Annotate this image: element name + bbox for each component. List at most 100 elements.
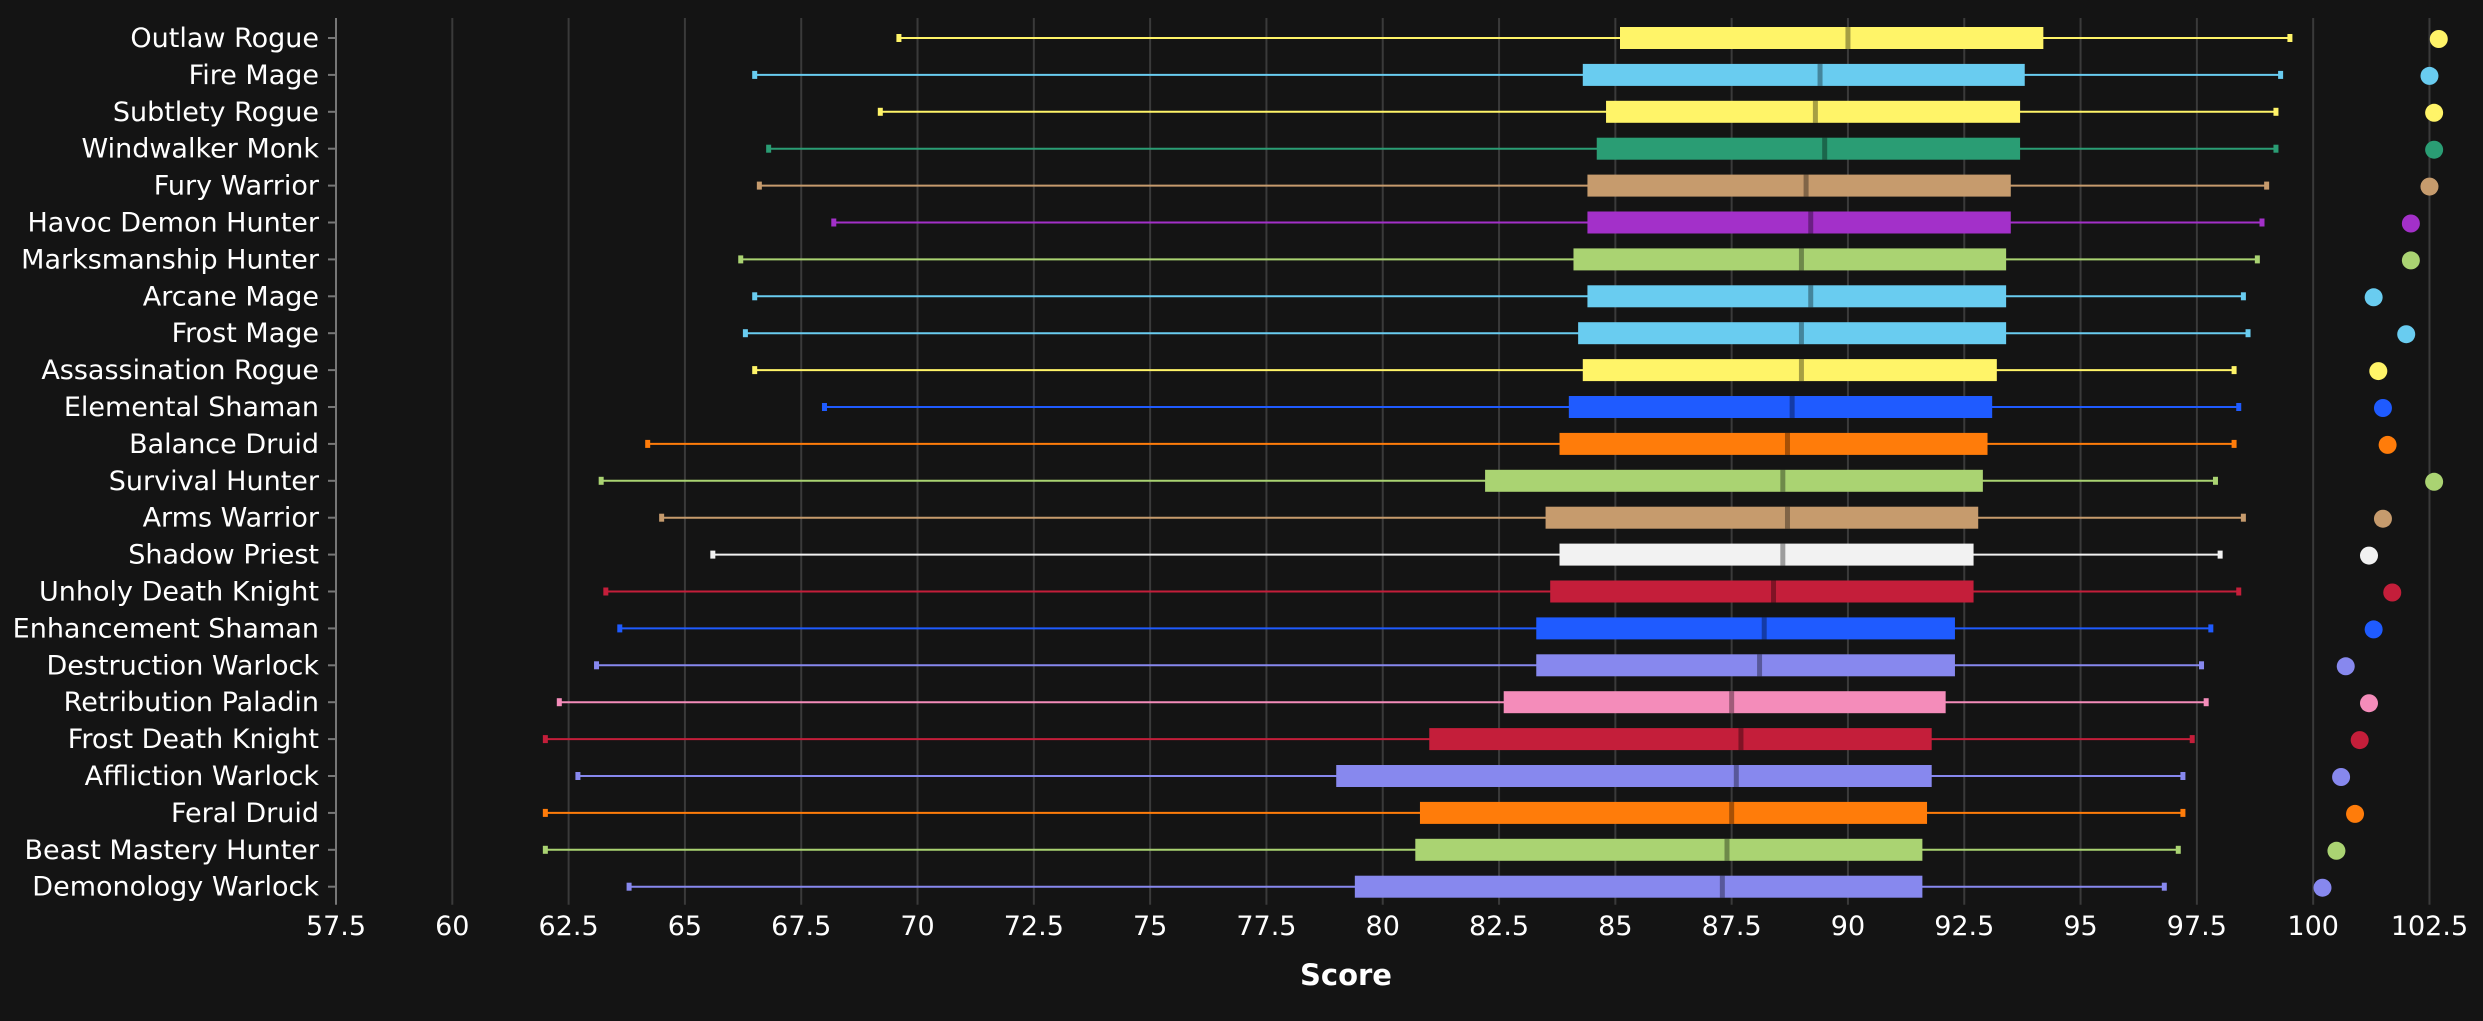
- max-dot: [2350, 731, 2369, 750]
- iqr-box: [1582, 359, 1997, 382]
- median-line: [1817, 63, 1823, 86]
- iqr-box: [1503, 691, 1946, 714]
- whisker-low-cap: [756, 181, 762, 190]
- series-box: [756, 174, 2439, 197]
- median-line: [1771, 580, 1777, 603]
- series-box: [626, 875, 2332, 898]
- series-box: [752, 359, 2388, 382]
- median-line: [1798, 322, 1804, 345]
- whisker-high-cap: [2231, 366, 2237, 375]
- median-line: [1845, 27, 1851, 49]
- whisker-high-cap: [2189, 735, 2195, 744]
- x-tick-label: 100: [2287, 911, 2339, 942]
- whisker-low-cap: [821, 403, 827, 411]
- category-label: Beast Mastery Hunter: [24, 835, 319, 866]
- whisker-high-cap: [2161, 882, 2167, 891]
- iqr-box: [1606, 100, 2021, 123]
- max-dot: [2373, 509, 2392, 528]
- whisker-high-cap: [2259, 218, 2265, 227]
- series-box: [738, 248, 2420, 271]
- max-dot: [2425, 140, 2444, 159]
- whisker-low-cap: [710, 550, 716, 559]
- whisker-high-cap: [2199, 661, 2205, 670]
- whisker-high-cap: [2212, 476, 2218, 485]
- x-tick-label: 92.5: [1934, 911, 1994, 942]
- series-box: [752, 285, 2383, 308]
- category-label: Havoc Demon Hunter: [27, 208, 319, 239]
- max-dot: [2420, 177, 2439, 196]
- x-tick-label: 62.5: [539, 911, 599, 942]
- series-box: [594, 654, 2355, 677]
- whisker-high-cap: [2278, 70, 2284, 79]
- x-tick-label: 70: [900, 911, 934, 942]
- median-line: [1803, 174, 1809, 197]
- iqr-box: [1550, 580, 1974, 603]
- x-axis-ticks: 57.5 60 62.5 65 67.5 70 72.5 75 77.5 80 82.5 85 87.5…: [306, 911, 2468, 942]
- max-dot: [2425, 103, 2444, 122]
- series-box: [598, 469, 2444, 492]
- iqr-box: [1578, 322, 2007, 345]
- whisker-low-cap: [742, 329, 748, 338]
- category-label: Feral Druid: [171, 798, 319, 829]
- category-label: Destruction Warlock: [46, 650, 319, 681]
- median-line: [1812, 100, 1818, 123]
- whisker-low-cap: [598, 476, 604, 485]
- x-tick-label: 90: [1831, 911, 1865, 942]
- x-axis-title: Score: [1300, 958, 1392, 992]
- category-label: Shadow Priest: [128, 540, 319, 571]
- whisker-high-cap: [2254, 255, 2260, 264]
- whisker-high-cap: [2273, 107, 2279, 116]
- whisker-high-cap: [2203, 698, 2209, 707]
- whisker-low-cap: [556, 698, 562, 707]
- category-label: Fury Warrior: [154, 171, 320, 202]
- median-line: [1789, 396, 1795, 418]
- x-tick-label: 75: [1133, 911, 1167, 942]
- series-box: [821, 396, 2392, 418]
- series-boxes: [542, 27, 2448, 898]
- median-line: [1729, 801, 1735, 824]
- series-box: [877, 100, 2444, 123]
- category-label: Frost Death Knight: [68, 724, 319, 755]
- max-dot: [2360, 546, 2378, 565]
- series-box: [542, 728, 2369, 751]
- median-line: [1724, 838, 1730, 861]
- median-line: [1784, 432, 1790, 455]
- max-dot: [2373, 399, 2392, 417]
- iqr-box: [1336, 765, 1932, 787]
- median-line: [1822, 137, 1828, 160]
- whisker-low-cap: [752, 292, 758, 301]
- category-label: Enhancement Shaman: [13, 613, 319, 644]
- category-label: Unholy Death Knight: [39, 577, 319, 608]
- median-line: [1798, 359, 1804, 382]
- iqr-box: [1620, 27, 2044, 49]
- whisker-low-cap: [831, 218, 837, 227]
- whisker-low-cap: [738, 255, 744, 264]
- whisker-low-cap: [659, 513, 665, 522]
- category-label: Subtlety Rogue: [113, 97, 319, 128]
- whisker-high-cap: [2175, 845, 2181, 854]
- median-line: [1808, 211, 1814, 234]
- x-tick-label: 80: [1366, 911, 1400, 942]
- series-box: [575, 765, 2351, 787]
- series-box: [766, 137, 2444, 160]
- grid-lines: [451, 18, 2431, 905]
- max-dot: [2429, 30, 2448, 48]
- max-dot: [2369, 362, 2388, 381]
- iqr-box: [1429, 728, 1932, 751]
- whisker-low-cap: [542, 808, 548, 817]
- iqr-box: [1485, 469, 1983, 492]
- iqr-box: [1545, 506, 1979, 529]
- median-line: [1808, 285, 1814, 308]
- iqr-box: [1587, 174, 2011, 197]
- whisker-high-cap: [2217, 550, 2223, 559]
- category-label: Frost Mage: [172, 318, 319, 349]
- median-line: [1784, 506, 1790, 529]
- category-label: Windwalker Monk: [81, 134, 319, 165]
- category-label: Assassination Rogue: [41, 355, 319, 386]
- x-tick-label: 87.5: [1702, 911, 1762, 942]
- series-box: [617, 617, 2383, 640]
- series-box: [831, 211, 2420, 234]
- x-tick-label: 57.5: [306, 911, 366, 942]
- x-tick-label: 85: [1598, 911, 1632, 942]
- iqr-box: [1559, 543, 1974, 566]
